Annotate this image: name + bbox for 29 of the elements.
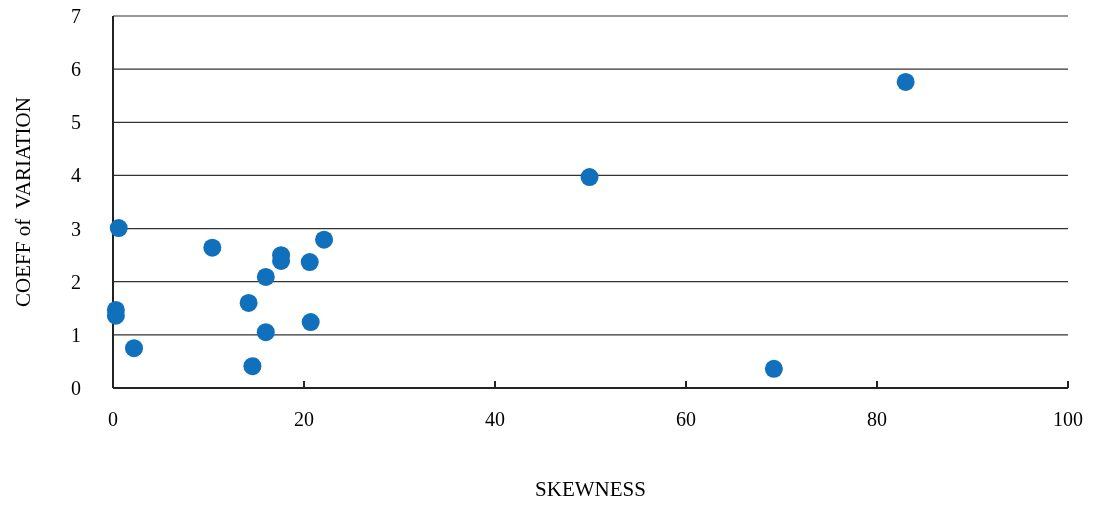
- y-tick-label: 1: [71, 323, 81, 346]
- point: [203, 238, 222, 257]
- y-tick-label: 4: [71, 164, 81, 187]
- y-tick-label: 3: [71, 217, 81, 240]
- point: [300, 253, 319, 272]
- x-axis-title: SKEWNESS: [535, 477, 646, 501]
- y-tick-label: 6: [71, 58, 81, 81]
- point: [764, 359, 783, 378]
- point: [256, 267, 275, 286]
- x-tick-label: 60: [676, 408, 696, 430]
- point: [301, 313, 320, 332]
- x-tick-label: 20: [294, 408, 314, 430]
- y-tick-label: 5: [71, 111, 81, 134]
- x-tick-label: 100: [1053, 408, 1083, 430]
- point: [239, 293, 258, 312]
- x-tick-label: 40: [485, 408, 505, 430]
- x-tick-label: 80: [867, 408, 887, 430]
- y-tick-label: 0: [71, 377, 81, 399]
- y-tick-label: 7: [71, 5, 81, 27]
- point: [125, 339, 144, 358]
- point: [243, 357, 262, 376]
- point: [580, 168, 599, 187]
- point: [256, 323, 275, 342]
- y-axis-title: COEFF of VARIATION: [11, 97, 35, 307]
- point: [315, 230, 334, 249]
- point: [896, 72, 915, 91]
- point: [109, 219, 128, 238]
- y-tick-label: 2: [71, 270, 81, 293]
- x-tick-label: 0: [108, 408, 118, 430]
